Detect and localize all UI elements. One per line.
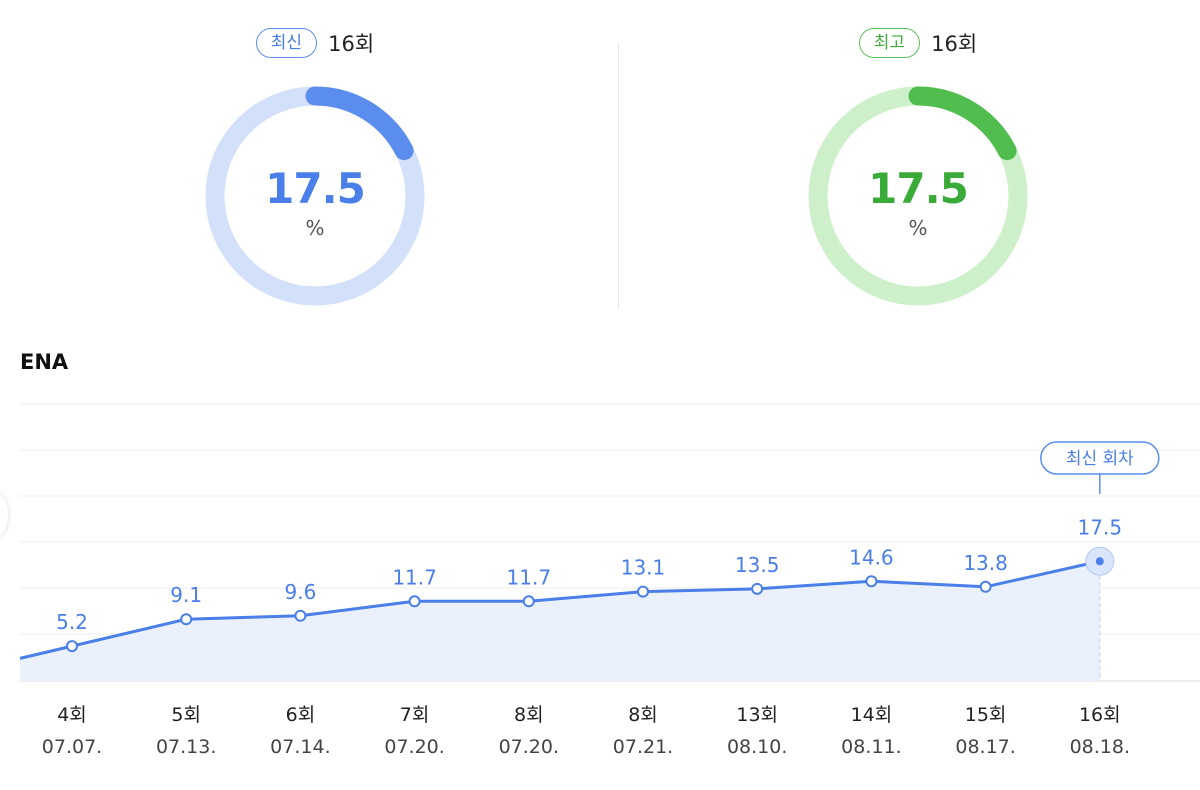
value-label: 11.7 bbox=[392, 565, 437, 589]
best-badge: 최고 bbox=[858, 28, 921, 58]
data-point bbox=[408, 595, 421, 608]
latest-gauge-unit: % bbox=[305, 216, 325, 240]
value-label: 9.6 bbox=[284, 580, 316, 604]
x-tick-episode: 16회 bbox=[1079, 704, 1121, 726]
latest-rating-gauge: 최신 16회 17.5 % bbox=[155, 28, 475, 318]
gauge-divider bbox=[618, 44, 619, 308]
x-tick-episode: 15회 bbox=[965, 704, 1007, 726]
x-tick-date: 07.20. bbox=[499, 736, 559, 758]
x-tick-date: 08.10. bbox=[727, 736, 787, 758]
x-tick-episode: 14회 bbox=[851, 704, 893, 726]
latest-episode: 16회 bbox=[328, 32, 375, 56]
x-tick-date: 08.11. bbox=[841, 736, 901, 758]
latest-gauge-progress bbox=[205, 86, 425, 306]
latest-point bbox=[1095, 557, 1104, 566]
best-rating-gauge: 최고 16회 17.5 % bbox=[758, 28, 1078, 318]
value-label: 11.7 bbox=[507, 565, 552, 589]
data-point bbox=[637, 585, 649, 598]
latest-callout: 최신 회차 bbox=[1040, 441, 1160, 494]
x-tick-episode: 6회 bbox=[286, 704, 316, 726]
best-gauge-progress bbox=[808, 86, 1028, 306]
value-label: 5.2 bbox=[56, 610, 88, 634]
x-tick-date: 07.21. bbox=[613, 736, 673, 758]
value-label: 17.5 bbox=[1078, 515, 1123, 539]
best-gauge-ring bbox=[808, 86, 1028, 306]
x-tick-date: 07.20. bbox=[384, 736, 444, 758]
data-point bbox=[66, 640, 78, 653]
value-label: 9.1 bbox=[170, 583, 202, 607]
data-point bbox=[180, 613, 193, 626]
x-axis-labels: 4회 07.07. 5회 07.13. 6회 07.14. 7회 07.20. 8회 07.20.… bbox=[42, 704, 1130, 758]
x-tick-date: 08.17. bbox=[955, 736, 1015, 758]
x-tick-episode: 8회 bbox=[628, 704, 658, 726]
value-label: 13.5 bbox=[735, 553, 780, 577]
value-labels: 5.2 9.1 9.6 11.7 11.7 13.1 13.5 14.6 13.8 17.5 bbox=[56, 515, 1122, 634]
x-tick-episode: 7회 bbox=[400, 704, 430, 726]
best-episode: 16회 bbox=[931, 32, 978, 56]
x-tick-date: 07.14. bbox=[270, 736, 330, 758]
channel-name: ENA bbox=[20, 350, 69, 374]
x-tick-date: 07.07. bbox=[42, 736, 102, 758]
data-point bbox=[522, 595, 535, 608]
value-label: 13.1 bbox=[621, 556, 666, 580]
value-label: 14.6 bbox=[849, 545, 894, 569]
x-tick-episode: 13회 bbox=[736, 704, 778, 726]
value-label: 13.8 bbox=[963, 551, 1008, 575]
data-point bbox=[865, 575, 878, 588]
latest-badge: 최신 bbox=[255, 28, 318, 58]
latest-gauge-ring bbox=[205, 86, 425, 306]
data-points bbox=[66, 546, 1115, 653]
x-tick-episode: 5회 bbox=[171, 704, 201, 726]
best-gauge-header: 최고 16회 bbox=[758, 28, 1078, 58]
x-tick-date: 08.18. bbox=[1070, 736, 1130, 758]
x-tick-episode: 8회 bbox=[514, 704, 544, 726]
chart-area-fill bbox=[20, 561, 1100, 681]
latest-gauge-header: 최신 16회 bbox=[155, 28, 475, 58]
ratings-line-chart: 5.2 9.1 9.6 11.7 11.7 13.1 13.5 14.6 13.8 17.5 4회… bbox=[19, 403, 1200, 758]
x-tick-episode: 4회 bbox=[57, 704, 87, 726]
best-gauge-value: 17.5 bbox=[868, 164, 969, 213]
data-point bbox=[751, 582, 764, 595]
data-point bbox=[294, 609, 307, 622]
data-point bbox=[979, 580, 992, 593]
latest-gauge-value: 17.5 bbox=[265, 164, 366, 213]
callout-text: 최신 회차 bbox=[1066, 449, 1134, 469]
x-tick-date: 07.13. bbox=[156, 736, 216, 758]
scroll-left-handle[interactable] bbox=[0, 494, 8, 536]
best-gauge-unit: % bbox=[908, 216, 928, 240]
